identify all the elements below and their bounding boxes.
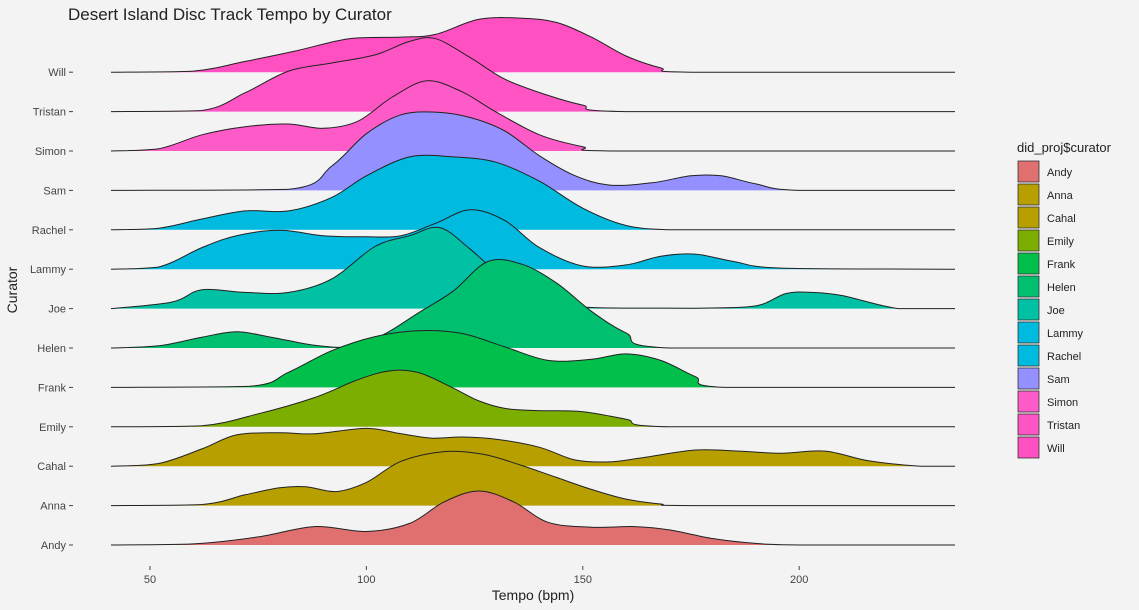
y-tick-label-sam: Sam	[43, 185, 66, 197]
ridge-line-helen	[110, 259, 955, 349]
y-tick-label-cahal: Cahal	[37, 461, 66, 473]
y-tick-label-tristan: Tristan	[33, 107, 66, 119]
y-tick-label-emily: Emily	[39, 422, 66, 434]
legend-label-tristan: Tristan	[1047, 420, 1080, 432]
ridge-area-anna	[111, 451, 955, 506]
legend-swatch-cahal	[1017, 206, 1040, 229]
ridge-area-simon	[111, 80, 955, 151]
ridge-line-frank	[110, 330, 955, 388]
y-tick-label-helen: Helen	[37, 343, 66, 355]
y-tick-label-rachel: Rachel	[32, 225, 66, 237]
ridge-line-tristan	[110, 37, 955, 113]
x-axis-title: Tempo (bpm)	[492, 587, 574, 603]
ridge-line-rachel	[110, 154, 955, 231]
y-axis-title: Curator	[4, 266, 20, 313]
ridge-area-lammy	[111, 209, 955, 270]
x-axis: 50 100 150 200	[144, 566, 808, 586]
ridge-area-frank	[111, 330, 955, 388]
ridge-area-cahal	[111, 428, 955, 467]
x-tick-label: 50	[144, 574, 156, 586]
y-tick-label-lammy: Lammy	[30, 264, 67, 276]
legend-label-joe: Joe	[1047, 305, 1065, 317]
legend-label-frank: Frank	[1047, 259, 1076, 271]
ridge-line-emily	[110, 369, 955, 428]
legend-swatch-andy	[1017, 160, 1040, 183]
ridge-area-rachel	[111, 155, 955, 230]
legend-label-rachel: Rachel	[1047, 351, 1081, 363]
ridge-line-will	[110, 17, 955, 73]
ridge-area-joe	[111, 227, 955, 309]
y-tick-label-anna: Anna	[40, 501, 67, 513]
ridge-line-sam	[110, 111, 955, 191]
ridge-line-cahal	[110, 427, 955, 467]
y-tick-label-simon: Simon	[35, 146, 66, 158]
legend-label-will: Will	[1047, 443, 1065, 455]
legend-label-lammy: Lammy	[1047, 328, 1084, 340]
legend-swatch-emily	[1017, 229, 1040, 252]
chart-title: Desert Island Disc Track Tempo by Curato…	[68, 5, 392, 24]
legend-swatch-anna	[1017, 183, 1040, 206]
ridge-line-lammy	[110, 209, 956, 270]
x-tick-label: 200	[790, 574, 808, 586]
y-tick-label-joe: Joe	[48, 304, 66, 316]
legend-swatch-frank	[1017, 252, 1040, 275]
legend: did_proj$curator Andy Anna Cahal Emily Frank…	[1017, 140, 1112, 459]
ridge-line-andy	[110, 490, 955, 546]
legend-title: did_proj$curator	[1017, 140, 1112, 155]
ridge-area-tristan	[111, 37, 955, 112]
legend-label-simon: Simon	[1047, 397, 1078, 409]
ridge-area-sam	[111, 111, 955, 191]
legend-label-andy: Andy	[1047, 167, 1073, 179]
legend-swatch-will	[1017, 436, 1040, 459]
plot-area	[110, 17, 956, 546]
ridge-area-andy	[111, 491, 955, 545]
legend-swatch-rachel	[1017, 344, 1040, 367]
legend-label-emily: Emily	[1047, 236, 1074, 248]
ridge-area-will	[111, 17, 955, 73]
legend-label-sam: Sam	[1047, 374, 1070, 386]
ridge-line-simon	[110, 80, 955, 152]
ridge-area-helen	[111, 259, 955, 348]
y-tick-label-andy: Andy	[41, 540, 67, 552]
legend-label-cahal: Cahal	[1047, 213, 1076, 225]
legend-label-helen: Helen	[1047, 282, 1076, 294]
y-tick-label-frank: Frank	[38, 382, 67, 394]
legend-label-anna: Anna	[1047, 190, 1074, 202]
ridge-line-anna	[110, 450, 955, 507]
legend-swatch-joe	[1017, 298, 1040, 321]
legend-swatch-simon	[1017, 390, 1040, 413]
legend-swatch-lammy	[1017, 321, 1040, 344]
legend-swatch-tristan	[1017, 413, 1040, 436]
ridge-area-emily	[111, 370, 955, 427]
x-tick-label: 100	[357, 574, 375, 586]
legend-swatch-sam	[1017, 367, 1040, 390]
x-tick-label: 150	[574, 574, 592, 586]
y-tick-label-will: Will	[48, 67, 66, 79]
legend-swatch-helen	[1017, 275, 1040, 298]
y-axis: Andy Anna Cahal Emily Frank Helen Joe Lammy Rach…	[30, 67, 73, 552]
